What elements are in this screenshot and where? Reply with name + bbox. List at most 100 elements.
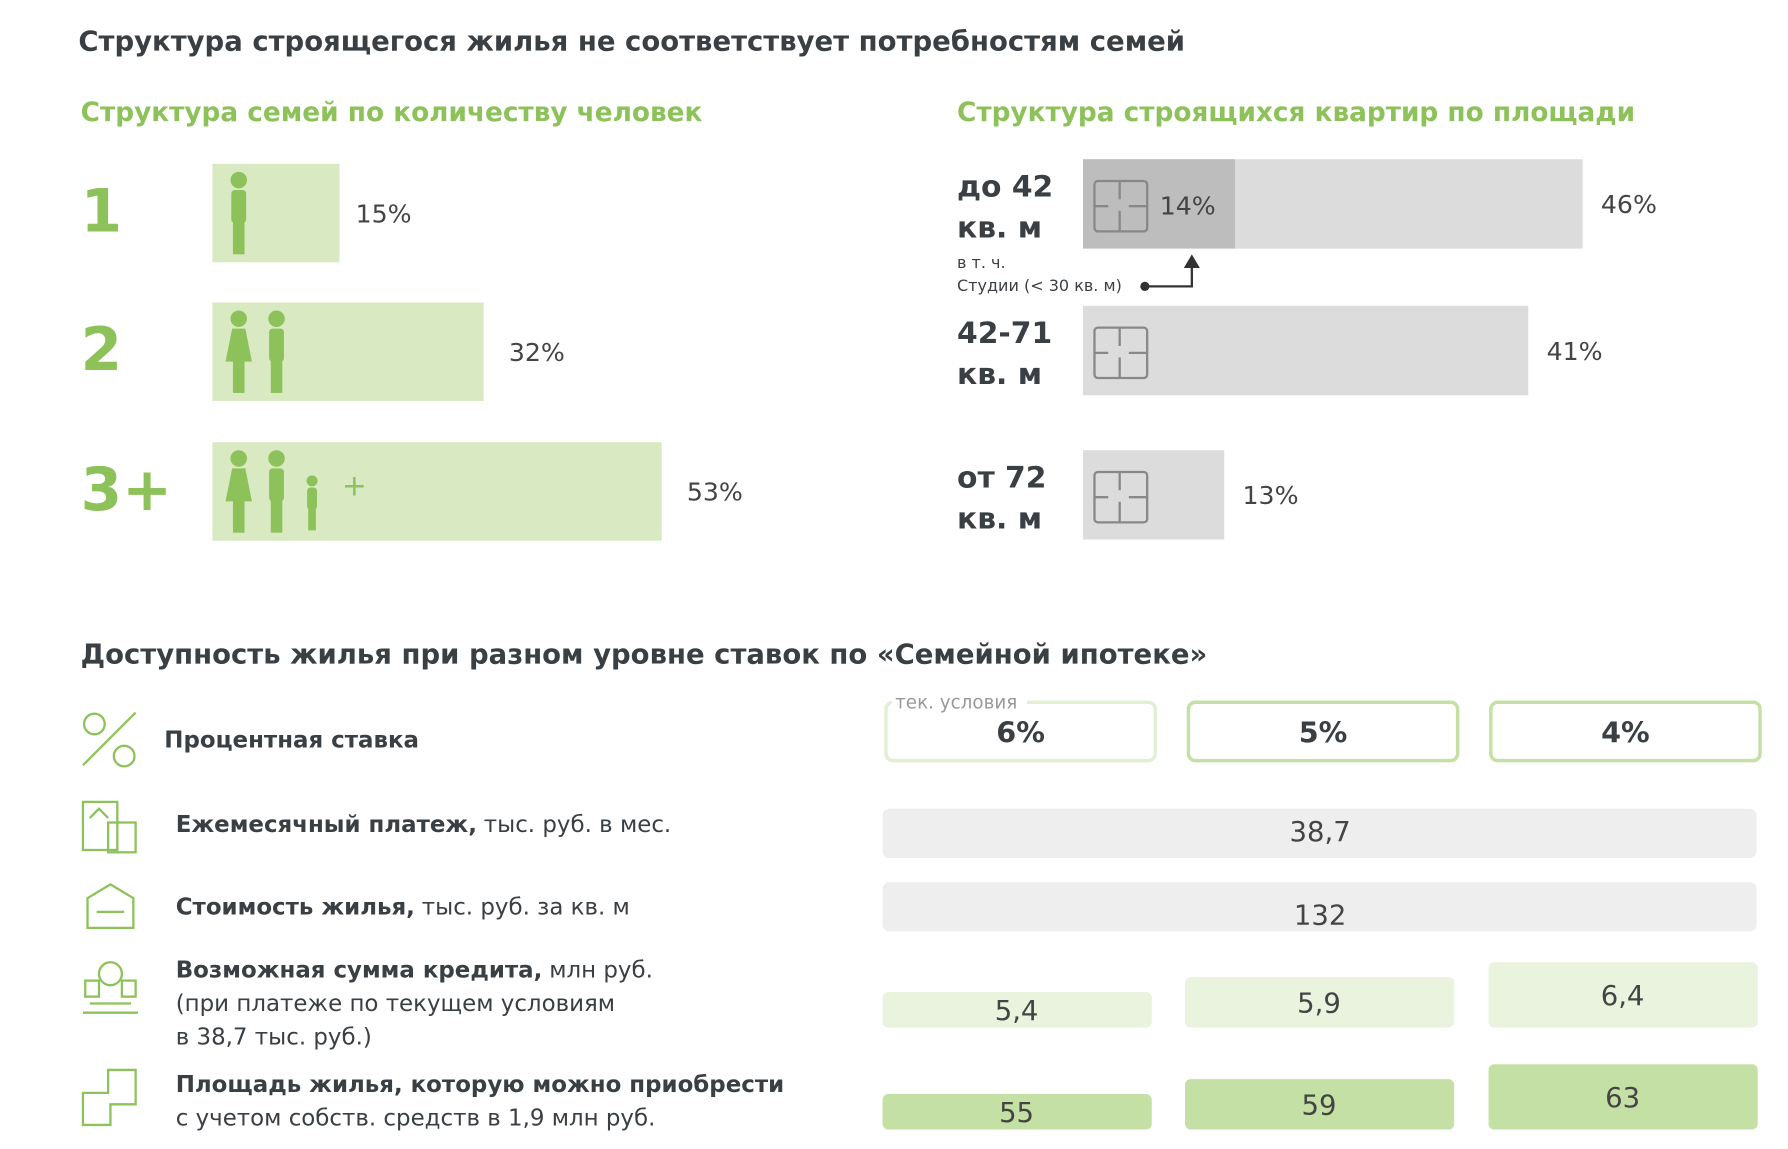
size-category: кв. м	[957, 357, 1042, 392]
floor-plan-icon	[1093, 179, 1149, 233]
apartments-title: Структура строящихся квартир по площади	[957, 98, 1635, 128]
size-category: кв. м	[957, 502, 1042, 537]
row-label-bold: Стоимость жилья,	[176, 894, 415, 920]
studio-label: 14%	[1160, 191, 1216, 220]
head	[268, 450, 285, 467]
body	[269, 468, 284, 502]
mortgage-title: Доступность жилья при разном уровне став…	[81, 638, 1208, 670]
person-icon	[268, 450, 285, 533]
head	[230, 310, 247, 327]
shared-value-bar	[882, 882, 1757, 932]
row-label: Стоимость жилья, тыс. руб. за кв. м	[176, 894, 630, 920]
value-label: 132	[1294, 899, 1346, 931]
person-icon	[225, 310, 252, 393]
row-label: Площадь жилья, которую можно приобрести	[176, 1071, 784, 1097]
plan-walls	[1094, 180, 1148, 232]
size-category: кв. м	[957, 211, 1042, 246]
family-size: 3+	[81, 456, 172, 525]
row-label-line: в 38,7 тыс. руб.)	[176, 1024, 372, 1050]
row-label-line: (при платеже по текущем условиям	[176, 991, 615, 1017]
value-bar	[1488, 962, 1758, 1028]
value-label: 15%	[356, 199, 412, 228]
shared-value-bar	[882, 808, 1757, 859]
row-label-bold: Площадь жилья, которую можно приобрести	[176, 1071, 784, 1097]
families-title: Структура семей по количеству человек	[81, 98, 703, 128]
row-label-unit: млн руб.	[549, 957, 653, 983]
value-bar	[882, 1094, 1152, 1130]
studio-note: Студии (< 30 кв. м)	[957, 276, 1122, 295]
body	[225, 328, 252, 362]
head	[268, 310, 285, 327]
size-category: до 42	[957, 169, 1053, 204]
rate-box	[1186, 700, 1460, 763]
legs	[232, 359, 245, 393]
head	[230, 450, 247, 467]
value-label: 5,4	[995, 995, 1039, 1027]
value-label: 32%	[509, 338, 565, 367]
floor-plan-icon	[1093, 470, 1149, 524]
person-icon	[268, 310, 285, 393]
legs	[270, 359, 283, 393]
value-label: 13%	[1243, 481, 1299, 510]
head	[306, 475, 318, 487]
arrowhead	[1183, 254, 1200, 269]
family-size: 1	[81, 177, 122, 246]
bar	[1083, 450, 1225, 540]
plan-walls	[1094, 471, 1148, 523]
note-bg	[891, 691, 1027, 713]
head	[230, 171, 247, 189]
row-label: Ежемесячный платеж, тыс. руб. в мес.	[176, 811, 671, 837]
row-label-bold: Возможная сумма кредита,	[176, 957, 543, 983]
row-label-line: с учетом собств. средств в 1,9 млн руб.	[176, 1106, 656, 1132]
floor-plan-icon	[1093, 326, 1149, 380]
value-bar	[1488, 1064, 1758, 1130]
row-label-bold: Ежемесячный платеж,	[176, 811, 477, 837]
size-category: от 72	[957, 460, 1047, 495]
family-size: 2	[81, 316, 122, 385]
plus-sign: +	[342, 468, 367, 503]
current-note: тек. условия	[895, 692, 1017, 713]
rate-label: 5%	[1299, 715, 1348, 749]
rate-box	[1489, 700, 1762, 763]
rate-label: 4%	[1601, 715, 1650, 749]
plan-walls	[1094, 327, 1148, 379]
value-label: 38,7	[1290, 816, 1351, 848]
bar	[212, 442, 662, 541]
studio-bar	[1083, 159, 1236, 249]
arrow	[1144, 265, 1193, 288]
body	[307, 487, 318, 510]
body	[269, 328, 284, 362]
value-label: 59	[1302, 1090, 1337, 1122]
rate-row-label: Процентная ставка	[164, 728, 419, 754]
body	[225, 468, 252, 502]
value-label: 6,4	[1601, 980, 1645, 1012]
legs	[232, 499, 245, 533]
body	[231, 189, 247, 223]
value-label: 53%	[687, 478, 743, 507]
value-label: 41%	[1547, 337, 1603, 366]
legs	[308, 508, 316, 531]
row-label: Возможная сумма кредита, млн руб.	[176, 957, 653, 983]
row-label-unit: тыс. руб. за кв. м	[422, 894, 630, 920]
payment-icon	[81, 800, 137, 854]
price-icon	[86, 883, 135, 930]
value-bar	[1184, 977, 1455, 1028]
value-label: 63	[1605, 1082, 1640, 1114]
size-category: 42-71	[957, 316, 1052, 351]
area-icon	[81, 1068, 137, 1127]
value-label: 46%	[1601, 190, 1657, 219]
rate-label: 6%	[996, 715, 1045, 749]
value-label: 55	[999, 1097, 1034, 1129]
value-label: 5,9	[1297, 988, 1341, 1020]
value-bar	[882, 992, 1152, 1028]
legs	[232, 221, 245, 255]
person-icon	[230, 171, 247, 255]
percent-icon	[82, 711, 137, 768]
page-title: Структура строящегося жилья не соответст…	[78, 25, 1185, 57]
credit-icon	[82, 961, 138, 1014]
legs	[270, 499, 283, 533]
row-label-unit: тыс. руб. в мес.	[484, 811, 671, 837]
person-icon	[306, 475, 318, 531]
value-bar	[1184, 1079, 1455, 1130]
